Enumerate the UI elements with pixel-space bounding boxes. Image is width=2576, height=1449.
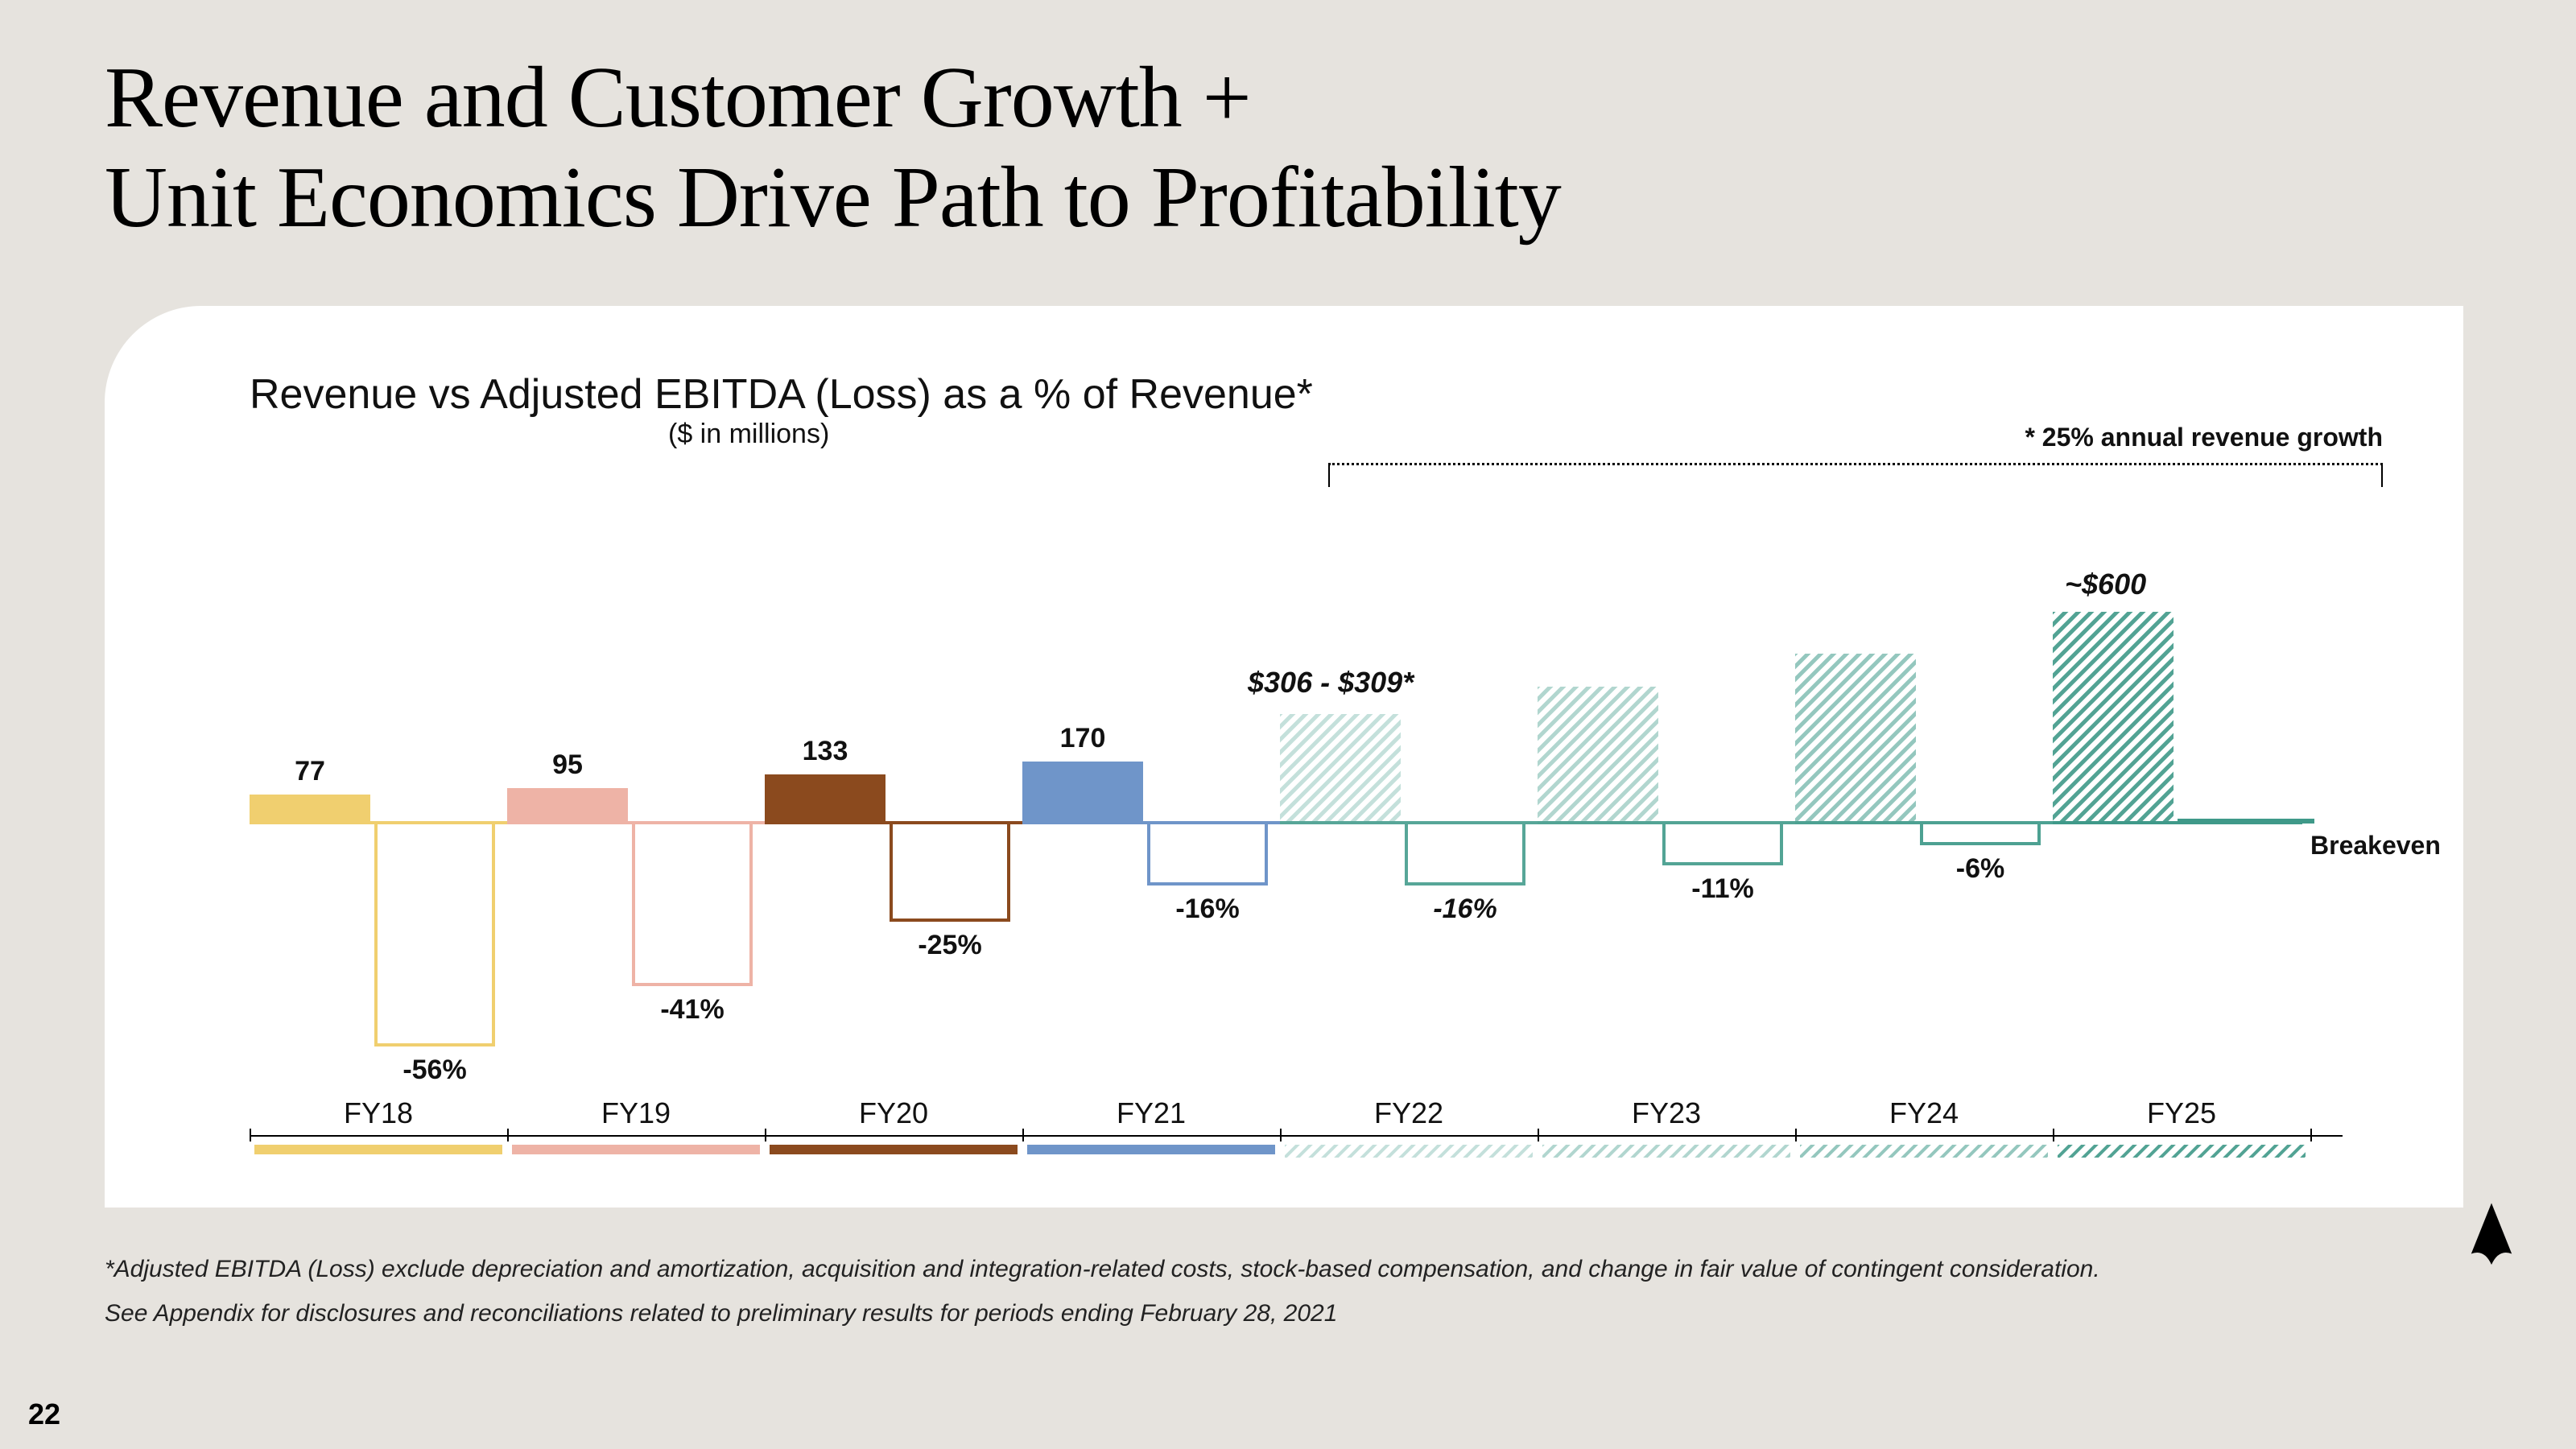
baseline-segment xyxy=(765,821,1026,824)
loss-bar xyxy=(632,821,753,986)
revenue-label-fy22: $306 - $309* xyxy=(1248,666,1414,700)
x-axis-label: FY22 xyxy=(1280,1096,1538,1130)
x-axis: FY18FY19FY20FY21FY22FY23FY24FY25 xyxy=(250,1135,2343,1183)
x-axis-underline xyxy=(1542,1145,1790,1158)
x-axis-label: FY23 xyxy=(1538,1096,1795,1130)
baseline-segment xyxy=(1795,821,2057,824)
loss-label: -16% xyxy=(1405,894,1525,925)
baseline-segment xyxy=(250,821,511,824)
baseline-segment xyxy=(1280,821,1542,824)
chart-title: Revenue vs Adjusted EBITDA (Loss) as a %… xyxy=(250,370,1313,419)
year-group: 170 -16% xyxy=(1022,467,1280,1030)
year-group xyxy=(2053,467,2310,1030)
x-axis-underline xyxy=(1027,1145,1275,1154)
year-group: 133 -25% xyxy=(765,467,1022,1030)
year-group: -16% xyxy=(1280,467,1538,1030)
loss-bar xyxy=(1662,821,1783,865)
chart-subtitle: ($ in millions) xyxy=(668,419,829,450)
x-axis-label: FY18 xyxy=(250,1096,507,1130)
growth-note: * 25% annual revenue growth xyxy=(2025,423,2383,452)
chart-area: 77-56%95 -41% 133 -25% 170 -16% -16% -11% -6% $30… xyxy=(250,467,2343,1030)
x-axis-label: FY19 xyxy=(507,1096,765,1130)
revenue-label: 95 xyxy=(507,749,628,781)
footnote-2: See Appendix for disclosures and reconci… xyxy=(105,1300,1337,1327)
revenue-bar xyxy=(1022,762,1143,821)
year-group: 77-56% xyxy=(250,467,507,1030)
x-axis-tick xyxy=(2310,1129,2312,1141)
footnote-1: *Adjusted EBITDA (Loss) exclude deprecia… xyxy=(105,1256,2100,1283)
x-axis-tick xyxy=(1795,1129,1797,1141)
year-group: 95 -41% xyxy=(507,467,765,1030)
x-axis-underline xyxy=(2058,1145,2306,1158)
x-axis-tick xyxy=(2053,1129,2054,1141)
x-axis-label: FY20 xyxy=(765,1096,1022,1130)
loss-label: -41% xyxy=(632,994,753,1026)
revenue-bar xyxy=(1795,654,1916,821)
loss-bar xyxy=(1920,821,2041,845)
baseline-segment xyxy=(1022,821,1284,824)
loss-label: -16% xyxy=(1147,894,1268,925)
slide-title: Revenue and Customer Growth + Unit Econo… xyxy=(105,48,1561,248)
brand-logo-icon xyxy=(2455,1199,2528,1272)
revenue-bar xyxy=(507,788,628,821)
x-axis-tick xyxy=(1538,1129,1539,1141)
x-axis-tick xyxy=(1280,1129,1282,1141)
revenue-label-fy25: ~$600 xyxy=(2065,568,2146,601)
revenue-bar xyxy=(1280,714,1401,821)
x-axis-label: FY21 xyxy=(1022,1096,1280,1130)
loss-bar xyxy=(1147,821,1268,886)
x-axis-tick xyxy=(250,1129,251,1141)
x-axis-tick xyxy=(765,1129,766,1141)
loss-bar xyxy=(890,821,1010,922)
x-axis-underline xyxy=(1285,1145,1533,1158)
baseline-segment xyxy=(1538,821,1799,824)
revenue-label: 133 xyxy=(765,736,886,767)
revenue-bar xyxy=(1538,687,1658,821)
x-axis-label: FY24 xyxy=(1795,1096,2053,1130)
x-axis-line xyxy=(250,1135,2343,1137)
revenue-bar xyxy=(250,795,370,821)
loss-label: -25% xyxy=(890,930,1010,961)
x-axis-underline xyxy=(512,1145,760,1154)
loss-bar xyxy=(1405,821,1525,886)
loss-label: -56% xyxy=(374,1055,495,1086)
revenue-bar xyxy=(765,774,886,821)
year-group: -6% xyxy=(1795,467,2053,1030)
revenue-label: 77 xyxy=(250,756,370,787)
revenue-bar xyxy=(2053,612,2174,821)
breakeven-label: Breakeven xyxy=(2310,831,2441,861)
revenue-label: 170 xyxy=(1022,723,1143,754)
x-axis-underline xyxy=(1800,1145,2048,1158)
x-axis-label: FY25 xyxy=(2053,1096,2310,1130)
title-line1: Revenue and Customer Growth + xyxy=(105,50,1251,146)
loss-label: -11% xyxy=(1662,873,1783,905)
page-number: 22 xyxy=(28,1397,60,1431)
title-line2: Unit Economics Drive Path to Profitabili… xyxy=(105,150,1561,246)
baseline-segment xyxy=(2053,821,2302,824)
chart-card: Revenue vs Adjusted EBITDA (Loss) as a %… xyxy=(105,306,2463,1208)
x-axis-tick xyxy=(507,1129,509,1141)
year-group: -11% xyxy=(1538,467,1795,1030)
baseline-segment xyxy=(507,821,769,824)
x-axis-underline xyxy=(770,1145,1018,1154)
loss-bar xyxy=(374,821,495,1046)
x-axis-tick xyxy=(1022,1129,1024,1141)
x-axis-underline xyxy=(254,1145,502,1154)
loss-label: -6% xyxy=(1920,853,2041,885)
